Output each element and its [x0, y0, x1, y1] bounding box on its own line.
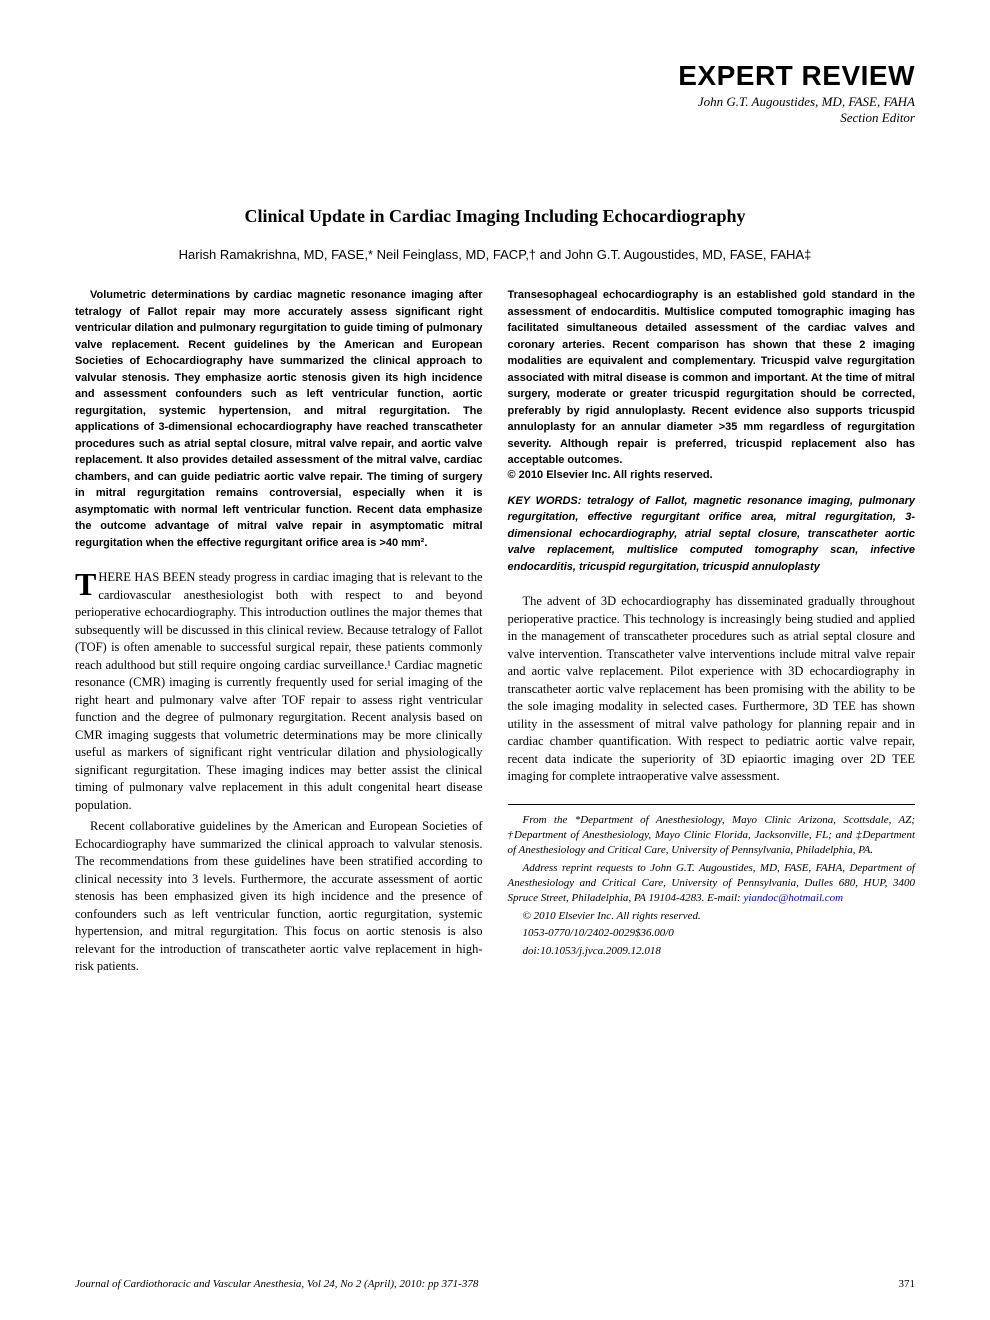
section-editor-label: Section Editor [75, 110, 915, 126]
affil-doi: doi:10.1053/j.jvca.2009.12.018 [508, 944, 916, 959]
content-columns: Volumetric determinations by cardiac mag… [75, 287, 915, 976]
abstract-left: Volumetric determinations by cardiac mag… [75, 287, 483, 551]
page-footer: Journal of Cardiothoracic and Vascular A… [75, 1278, 915, 1290]
right-column: Transesophageal echocardiography is an e… [508, 287, 916, 976]
footer-page-number: 371 [899, 1278, 916, 1290]
section-editor-name: John G.T. Augoustides, MD, FASE, FAHA [75, 94, 915, 110]
affil-copyright: © 2010 Elsevier Inc. All rights reserved… [508, 909, 916, 924]
affiliations-block: From the *Department of Anesthesiology, … [508, 804, 916, 960]
affil-email[interactable]: yiandoc@hotmail.com [743, 892, 843, 904]
section-title: EXPERT REVIEW [75, 60, 915, 92]
keywords-block: KEY WORDS: tetralogy of Fallot, magnetic… [508, 493, 916, 576]
header-section: EXPERT REVIEW John G.T. Augoustides, MD,… [75, 60, 915, 126]
dropcap: T [75, 569, 98, 598]
body-p1: THERE HAS BEEN steady progress in cardia… [75, 569, 483, 814]
body-p1-text: HERE HAS BEEN steady progress in cardiac… [75, 570, 483, 812]
affil-issn: 1053-0770/10/2402-0029$36.00/0 [508, 926, 916, 941]
left-column: Volumetric determinations by cardiac mag… [75, 287, 483, 976]
footer-journal: Journal of Cardiothoracic and Vascular A… [75, 1278, 478, 1290]
keywords-label: KEY WORDS: [508, 495, 582, 507]
body-p2: Recent collaborative guidelines by the A… [75, 818, 483, 976]
affil-reprints: Address reprint requests to John G.T. Au… [508, 861, 916, 907]
body-p3: The advent of 3D echocardiography has di… [508, 593, 916, 786]
authors: Harish Ramakrishna, MD, FASE,* Neil Fein… [75, 247, 915, 262]
abstract-right: Transesophageal echocardiography is an e… [508, 287, 916, 469]
affil-from: From the *Department of Anesthesiology, … [508, 813, 916, 859]
article-title: Clinical Update in Cardiac Imaging Inclu… [75, 206, 915, 227]
abstract-copyright: © 2010 Elsevier Inc. All rights reserved… [508, 469, 916, 481]
